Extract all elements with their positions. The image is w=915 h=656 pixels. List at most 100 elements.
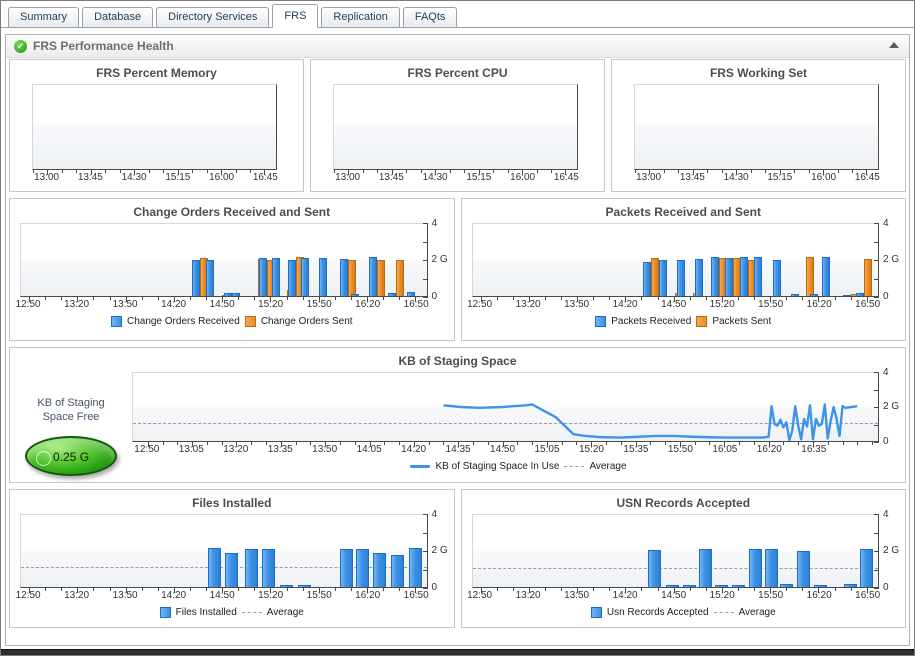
bar-received <box>860 549 874 587</box>
y-axis-label: 0 <box>883 582 889 593</box>
x-minor-tick <box>420 169 422 173</box>
x-minor-tick <box>650 441 652 445</box>
bar-received <box>391 554 405 587</box>
x-major-tick <box>577 587 579 593</box>
bar-received <box>373 552 387 587</box>
x-axis-label: 15:50 <box>306 590 332 601</box>
tab-database[interactable]: Database <box>82 7 154 27</box>
x-major-tick <box>528 587 530 593</box>
plot-band <box>472 551 878 587</box>
x-axis-label: 13:50 <box>564 590 590 601</box>
x-minor-tick <box>383 587 385 591</box>
x-minor-tick <box>665 441 667 445</box>
section-title: FRS Performance Health <box>33 39 174 53</box>
x-minor-tick <box>163 169 165 173</box>
bar-received <box>225 552 239 587</box>
legend-label: Packets Sent <box>712 316 772 327</box>
x-minor-tick <box>206 296 208 300</box>
x-axis-label: 15:50 <box>667 444 693 455</box>
orange-box-legend-swatch-icon <box>696 316 708 327</box>
y-axis-label: 2 G <box>883 545 900 556</box>
section-header: ✓ FRS Performance Health <box>6 35 909 58</box>
x-major-tick <box>649 169 651 175</box>
x-minor-tick <box>162 441 164 445</box>
tab-directory-services[interactable]: Directory Services <box>156 7 270 27</box>
x-axis-label: 16:45 <box>553 172 579 183</box>
x-major-tick <box>125 587 127 593</box>
x-minor-tick <box>593 296 595 300</box>
legend-label: Average <box>589 461 627 472</box>
chart-panel-files-installed: Files Installed 12:50 13:20 13:50 14:20 14:5… <box>9 489 455 628</box>
bar-received <box>231 292 240 296</box>
x-major-tick <box>369 441 371 447</box>
x-major-tick <box>565 169 567 175</box>
bar-received <box>659 260 668 296</box>
y-axis-label: 4 <box>883 367 889 378</box>
x-minor-tick <box>834 296 836 300</box>
row-staging: KB of Staging Space KB of Staging Space … <box>9 347 906 483</box>
bar-sent <box>863 259 872 296</box>
legend-label: Change Orders Received <box>126 316 240 327</box>
x-axis-label: 15:20 <box>709 590 735 601</box>
x-minor-tick <box>512 587 514 591</box>
legend-label: Packets Received <box>611 316 692 327</box>
x-minor-tick <box>93 587 95 591</box>
x-major-tick <box>77 296 79 302</box>
x-minor-tick <box>493 169 495 173</box>
x-axis-label: 14:50 <box>661 299 687 310</box>
x-major-tick <box>348 169 350 175</box>
y-tick <box>422 260 428 261</box>
x-minor-tick <box>678 169 680 173</box>
x-minor-tick <box>738 296 739 300</box>
tab-frs[interactable]: FRS <box>272 4 319 28</box>
tab-replication[interactable]: Replication <box>321 7 400 27</box>
collapse-section-icon[interactable] <box>889 42 899 48</box>
y-axis-label: 4 <box>883 218 889 229</box>
x-major-tick <box>325 441 327 447</box>
bar-received <box>665 585 679 587</box>
x-axis-label: 15:15 <box>165 172 191 183</box>
tab-summary[interactable]: Summary <box>8 7 80 27</box>
x-minor-tick <box>286 587 288 591</box>
x-major-tick <box>591 441 593 447</box>
x-axis-label: 14:30 <box>723 172 749 183</box>
legend-label: Average <box>738 607 776 618</box>
x-minor-tick <box>705 296 707 300</box>
row-bottom: Files Installed 12:50 13:20 13:50 14:20 14:5… <box>9 489 906 628</box>
x-axis-label: 13:45 <box>679 172 705 183</box>
chart-title: USN Records Accepted <box>616 496 751 510</box>
y-axis-label: 0 <box>883 436 889 447</box>
x-major-tick <box>264 169 266 175</box>
bar-received <box>643 261 652 296</box>
plot-band <box>133 407 878 441</box>
x-major-tick <box>77 587 79 593</box>
bar-received <box>715 585 729 587</box>
legend: Files Installed Average <box>10 607 454 618</box>
x-axis-label: 14:20 <box>612 299 638 310</box>
health-status-check-icon: ✓ <box>14 39 27 53</box>
x-major-tick <box>866 587 868 593</box>
x-axis-label: 16:45 <box>252 172 278 183</box>
x-axis-label: 15:50 <box>306 299 332 310</box>
y-axis-label: 0 <box>883 291 889 302</box>
x-minor-tick <box>721 169 723 173</box>
x-minor-tick <box>827 441 829 445</box>
x-minor-tick <box>754 587 756 591</box>
bar-received <box>779 584 793 587</box>
x-axis-labels: 12:50 13:20 13:50 14:20 14:50 15:20 15:50 16:20… <box>16 590 429 604</box>
x-axis-label: 14:50 <box>661 590 687 601</box>
x-axis-label: 14:20 <box>401 444 427 455</box>
x-minor-tick <box>783 441 785 445</box>
x-minor-tick <box>464 169 466 173</box>
y-axis: 4 2 G 0 <box>874 367 901 447</box>
x-major-tick <box>866 296 868 302</box>
x-axis-labels: 12:50 13:20 13:50 14:20 14:50 15:20 15:50 16:20… <box>467 299 880 313</box>
plot-area <box>132 372 879 447</box>
legend-label: Files Installed <box>175 607 237 618</box>
x-minor-tick <box>561 296 562 300</box>
tab-faqts[interactable]: FAQts <box>402 7 458 27</box>
plot-band <box>21 260 427 296</box>
x-axis-label: 16:20 <box>355 590 381 601</box>
bar-received <box>355 549 369 587</box>
legend: Packets Received Packets Sent <box>462 316 906 327</box>
